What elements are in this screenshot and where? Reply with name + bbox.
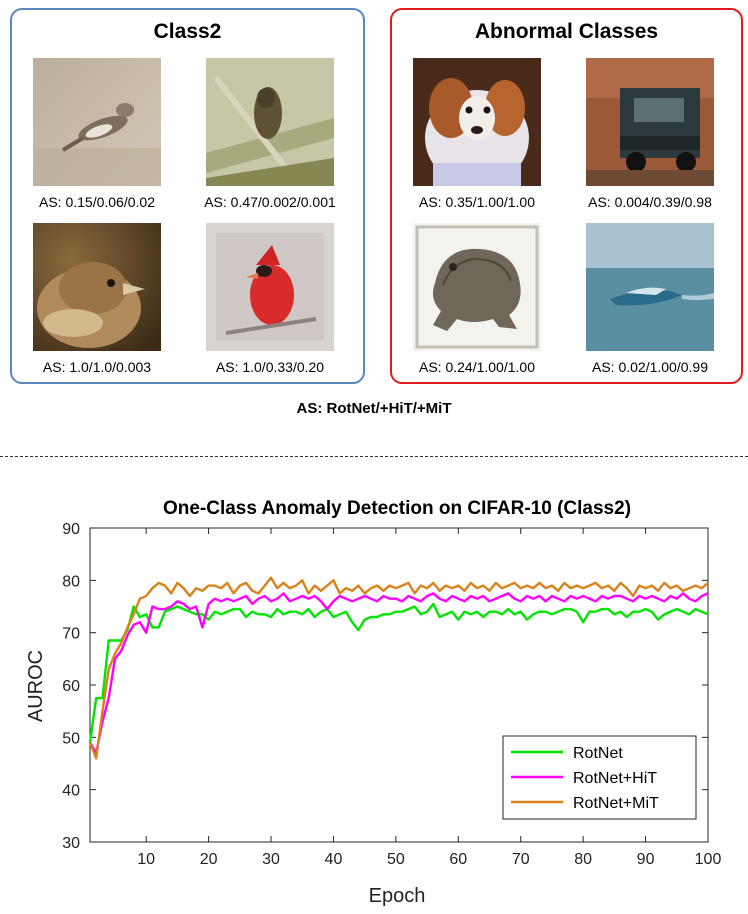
abnormal-image-caption: AS: 0.35/1.00/1.00	[419, 194, 535, 210]
y-tick-label: 60	[62, 678, 80, 695]
x-axis-label: Epoch	[369, 885, 426, 907]
red-cardinal-image	[206, 223, 334, 351]
sparrow-closeup-image	[33, 223, 161, 351]
x-tick-label: 10	[137, 851, 155, 868]
y-tick-label: 40	[62, 783, 80, 800]
legend-label: RotNet+HiT	[573, 770, 657, 787]
bird-in-grass-image	[206, 58, 334, 186]
abnormal-image-caption: AS: 0.24/1.00/1.00	[419, 359, 535, 375]
abnormal-classes-panel: Abnormal Classes AS: 0.35/1.00/1.00 AS: …	[390, 8, 743, 384]
normal-class-panel: Class2 AS: 0.15/0.06/0.02 AS: 0.47/0.002…	[10, 8, 365, 384]
abnormal-panel-title: Abnormal Classes	[474, 20, 659, 43]
abnormal-image-cell: AS: 0.24/1.00/1.00	[392, 223, 562, 375]
y-tick-label: 50	[62, 730, 80, 747]
anomaly-score-legend: AS: RotNet/+HiT/+MiT	[296, 400, 452, 417]
normal-image-caption: AS: 1.0/1.0/0.003	[42, 359, 152, 375]
y-tick-label: 90	[62, 521, 80, 538]
dog-image	[413, 58, 541, 186]
legend-label: RotNet	[573, 745, 623, 762]
truck-image	[586, 58, 714, 186]
bird-on-branch-image	[33, 58, 161, 186]
normal-image-cell: AS: 1.0/0.33/0.20	[185, 223, 355, 375]
y-tick-label: 30	[62, 835, 80, 852]
y-tick-label: 80	[62, 573, 80, 590]
x-tick-label: 30	[262, 851, 280, 868]
y-tick-label: 70	[62, 626, 80, 643]
normal-image-caption: AS: 1.0/0.33/0.20	[215, 359, 325, 375]
x-tick-label: 40	[325, 851, 343, 868]
x-tick-label: 70	[512, 851, 530, 868]
y-axis-label: AUROC	[25, 650, 47, 722]
abnormal-image-cell: AS: 0.02/1.00/0.99	[565, 223, 735, 375]
normal-image-caption: AS: 0.15/0.06/0.02	[39, 194, 155, 210]
frog-image	[413, 223, 541, 351]
normal-image-cell: AS: 0.15/0.06/0.02	[12, 58, 182, 210]
auroc-line-chart: One-Class Anomaly Detection on CIFAR-10 …	[25, 498, 721, 907]
series-line-rotnet	[88, 602, 709, 743]
section-divider	[0, 456, 748, 457]
x-tick-label: 100	[695, 851, 722, 868]
abnormal-image-caption: AS: 0.004/0.39/0.98	[588, 194, 712, 210]
abnormal-image-cell: AS: 0.35/1.00/1.00	[392, 58, 562, 210]
normal-image-caption: AS: 0.47/0.002/0.001	[204, 194, 336, 210]
plot-area: 10 20 30 40 50 60 70 80 90 100 30 40 50 60 70 80 90 RotNe…	[62, 521, 721, 868]
legend-label: RotNet+MiT	[573, 795, 659, 812]
abnormal-image-caption: AS: 0.02/1.00/0.99	[592, 359, 708, 375]
normal-panel-title: Class2	[153, 20, 222, 43]
series-line-rotnet-mit	[88, 576, 709, 760]
normal-image-cell: AS: 1.0/1.0/0.003	[12, 223, 182, 375]
series-line-rotnet-hit	[88, 592, 709, 755]
abnormal-image-cell: AS: 0.004/0.39/0.98	[565, 58, 735, 210]
x-tick-label: 20	[200, 851, 218, 868]
x-tick-label: 90	[637, 851, 655, 868]
ship-image	[586, 223, 714, 351]
x-tick-label: 60	[449, 851, 467, 868]
chart-title: One-Class Anomaly Detection on CIFAR-10 …	[163, 498, 631, 519]
normal-image-cell: AS: 0.47/0.002/0.001	[185, 58, 355, 210]
x-tick-label: 80	[574, 851, 592, 868]
x-tick-label: 50	[387, 851, 405, 868]
